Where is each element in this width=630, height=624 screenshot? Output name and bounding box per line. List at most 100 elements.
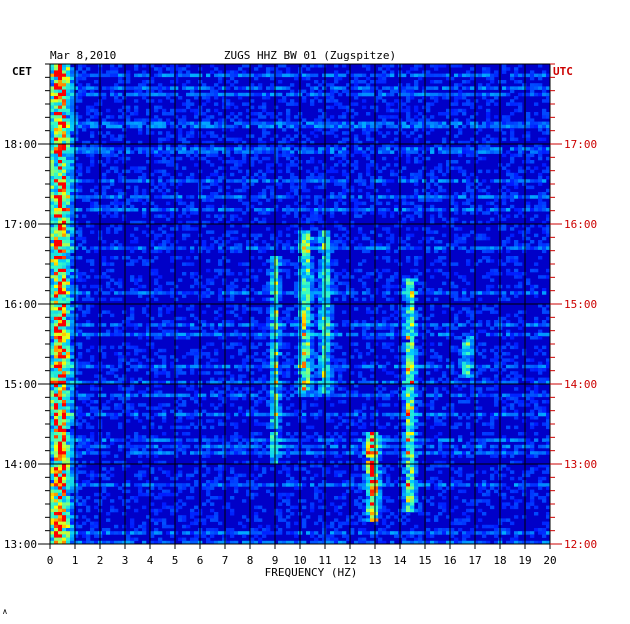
spectrogram-cell (54, 233, 59, 238)
spectrogram-cell (454, 348, 459, 353)
spectrogram-cell (258, 195, 263, 199)
spectrogram-cell (530, 268, 535, 273)
spectrogram-cell (226, 259, 231, 263)
spectrogram-cell (322, 336, 327, 340)
spectrogram-cell (474, 73, 479, 78)
spectrogram-cell (402, 201, 407, 206)
spectrogram-cell (310, 172, 315, 177)
spectrogram-cell (182, 294, 187, 298)
spectrogram-cell (450, 102, 455, 106)
spectrogram-cell (286, 240, 291, 244)
spectrogram-cell (62, 259, 67, 263)
spectrogram-cell (66, 166, 71, 170)
spectrogram-cell (482, 211, 487, 215)
spectrogram-cell (222, 204, 227, 209)
spectrogram-cell (334, 153, 339, 158)
spectrogram-cell (210, 172, 215, 177)
spectrogram-cell (206, 99, 211, 103)
spectrogram-cell (182, 124, 187, 129)
spectrogram-cell (514, 179, 519, 183)
spectrogram-cell (338, 224, 343, 228)
spectrogram-cell (90, 131, 95, 135)
spectrogram-cell (442, 332, 447, 337)
spectrogram-cell (246, 172, 251, 177)
spectrogram-cell (326, 307, 331, 311)
spectrogram-cell (54, 307, 59, 311)
spectrogram-cell (238, 195, 243, 199)
spectrogram-cell (66, 169, 71, 174)
spectrogram-cell (474, 153, 479, 158)
spectrogram-cell (282, 153, 287, 158)
spectrogram-cell (342, 89, 347, 94)
spectrogram-cell (134, 73, 139, 78)
spectrogram-cell (234, 150, 239, 154)
spectrogram-cell (450, 179, 455, 183)
spectrogram-cell (330, 262, 335, 266)
spectrogram-cell (90, 230, 95, 234)
spectrogram-cell (542, 345, 547, 350)
spectrogram-cell (66, 326, 71, 330)
spectrogram-cell (114, 137, 119, 142)
spectrogram-cell (286, 86, 291, 90)
spectrogram-cell (318, 326, 323, 330)
spectrogram-cell (246, 307, 251, 311)
spectrogram-cell (534, 233, 539, 238)
spectrogram-cell (546, 128, 551, 132)
spectrogram-cell (50, 150, 55, 154)
spectrogram-cell (538, 201, 543, 206)
spectrogram-cell (146, 108, 151, 113)
spectrogram-cell (150, 268, 155, 273)
spectrogram-cell (402, 313, 407, 318)
spectrogram-cell (50, 220, 55, 225)
spectrogram-cell (222, 336, 227, 340)
spectrogram-cell (318, 313, 323, 318)
spectrogram-cell (446, 195, 451, 199)
spectrogram-cell (414, 268, 419, 273)
spectrogram-cell (226, 246, 231, 250)
spectrogram-cell (66, 211, 71, 215)
spectrogram-cell (270, 278, 275, 282)
spectrogram-cell (262, 150, 267, 154)
spectrogram-cell (374, 121, 379, 126)
spectrogram-cell (470, 220, 475, 225)
spectrogram-cell (254, 336, 259, 340)
spectrogram-cell (186, 336, 191, 340)
spectrogram-cell (122, 176, 127, 180)
spectrogram-cell (478, 342, 483, 346)
spectrogram-cell (462, 195, 467, 199)
spectrogram-cell (202, 329, 207, 334)
spectrogram-cell (94, 185, 99, 190)
spectrogram-cell (138, 150, 143, 154)
spectrogram-cell (174, 195, 179, 199)
spectrogram-cell (318, 236, 323, 241)
spectrogram-cell (150, 230, 155, 234)
spectrogram-cell (302, 310, 307, 314)
spectrogram-cell (382, 182, 387, 186)
spectrogram-cell (430, 275, 435, 279)
spectrogram-cell (94, 115, 99, 119)
spectrogram-cell (294, 147, 299, 151)
spectrogram-cell (482, 92, 487, 97)
spectrogram-cell (158, 291, 163, 295)
spectrogram-cell (302, 179, 307, 183)
spectrogram-cell (202, 147, 207, 151)
spectrogram-cell (518, 147, 523, 151)
spectrogram-cell (466, 313, 471, 318)
spectrogram-cell (322, 80, 327, 84)
spectrogram-cell (186, 102, 191, 106)
spectrogram-cell (542, 163, 547, 167)
spectrogram-cell (546, 323, 551, 327)
spectrogram-cell (66, 118, 71, 122)
spectrogram-cell (530, 83, 535, 87)
spectrogram-cell (166, 332, 171, 337)
spectrogram-cell (250, 307, 255, 311)
spectrogram-cell (54, 204, 59, 209)
spectrogram-cell (54, 92, 59, 97)
spectrogram-cell (482, 70, 487, 74)
spectrogram-cell (450, 112, 455, 116)
spectrogram-cell (362, 326, 367, 330)
spectrogram-cell (230, 272, 235, 276)
spectrogram-cell (318, 147, 323, 151)
spectrogram-cell (282, 73, 287, 78)
spectrogram-cell (286, 124, 291, 129)
